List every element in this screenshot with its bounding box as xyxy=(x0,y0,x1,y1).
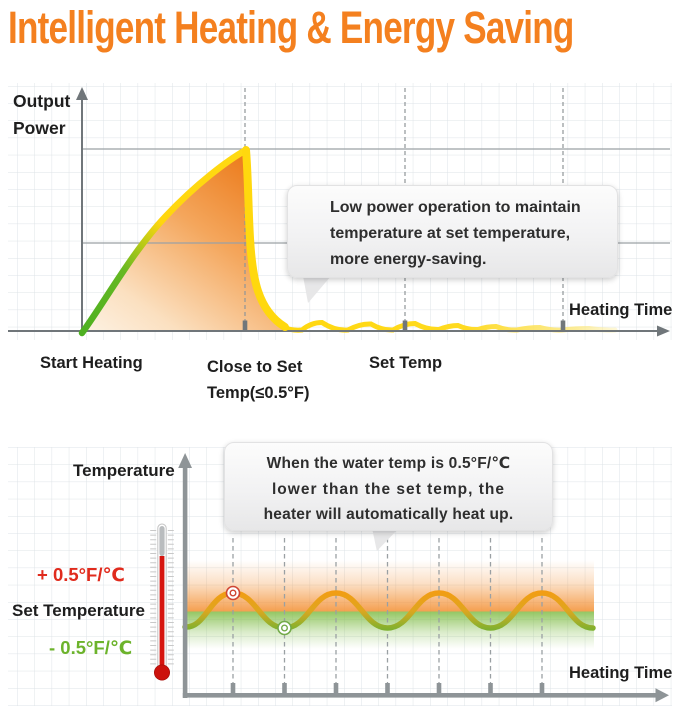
temperature-wave-curve xyxy=(182,590,596,631)
x-axis-arrow-icon xyxy=(657,325,670,337)
y-axis xyxy=(182,466,188,698)
y-axis-arrow-icon xyxy=(178,453,192,468)
annotation-close-to-set-temp: Close to Set Temp(≤0.5°F) xyxy=(207,358,310,402)
annotation-start-heating: Start Heating xyxy=(40,354,143,372)
peak-marker xyxy=(225,585,241,601)
x-axis xyxy=(182,693,656,698)
set-temperature-label: Set Temperature xyxy=(12,601,145,620)
x-axis-label-heating-time-top: Heating Time xyxy=(569,301,673,319)
y-axis-label-output-power: Output Power xyxy=(13,91,71,138)
speech-bubble-energy-saving: Low power operation to maintain temperat… xyxy=(287,185,618,278)
annotation-set-temp: Set Temp xyxy=(369,354,443,372)
power-rise-curve xyxy=(78,146,250,337)
x-axis-ticks xyxy=(230,683,545,694)
thermometer-icon xyxy=(150,523,174,681)
y-axis-arrow-icon xyxy=(76,87,88,100)
x-axis-ticks xyxy=(242,320,566,331)
dashed-guides xyxy=(232,538,543,693)
power-tail-curve xyxy=(280,319,618,333)
x-axis-arrow-icon xyxy=(655,688,669,703)
trough-marker xyxy=(277,620,292,636)
power-drop-curve xyxy=(242,146,289,331)
page-title: Intelligent Heating & Energy Saving xyxy=(8,2,574,53)
temperature-chart xyxy=(8,447,672,706)
power-area-fill xyxy=(82,150,283,332)
y-axis-label-temperature: Temperature xyxy=(73,461,175,480)
x-axis-label-heating-time-bottom: Heating Time xyxy=(569,664,673,682)
upper-limit-label: + 0.5°F/℃ xyxy=(37,564,125,585)
upper-tolerance-band xyxy=(185,560,594,612)
speech-bubble-auto-heat: When the water temp is 0.5°F/℃ lower tha… xyxy=(224,442,553,531)
lower-limit-label: - 0.5°F/℃ xyxy=(49,637,133,658)
